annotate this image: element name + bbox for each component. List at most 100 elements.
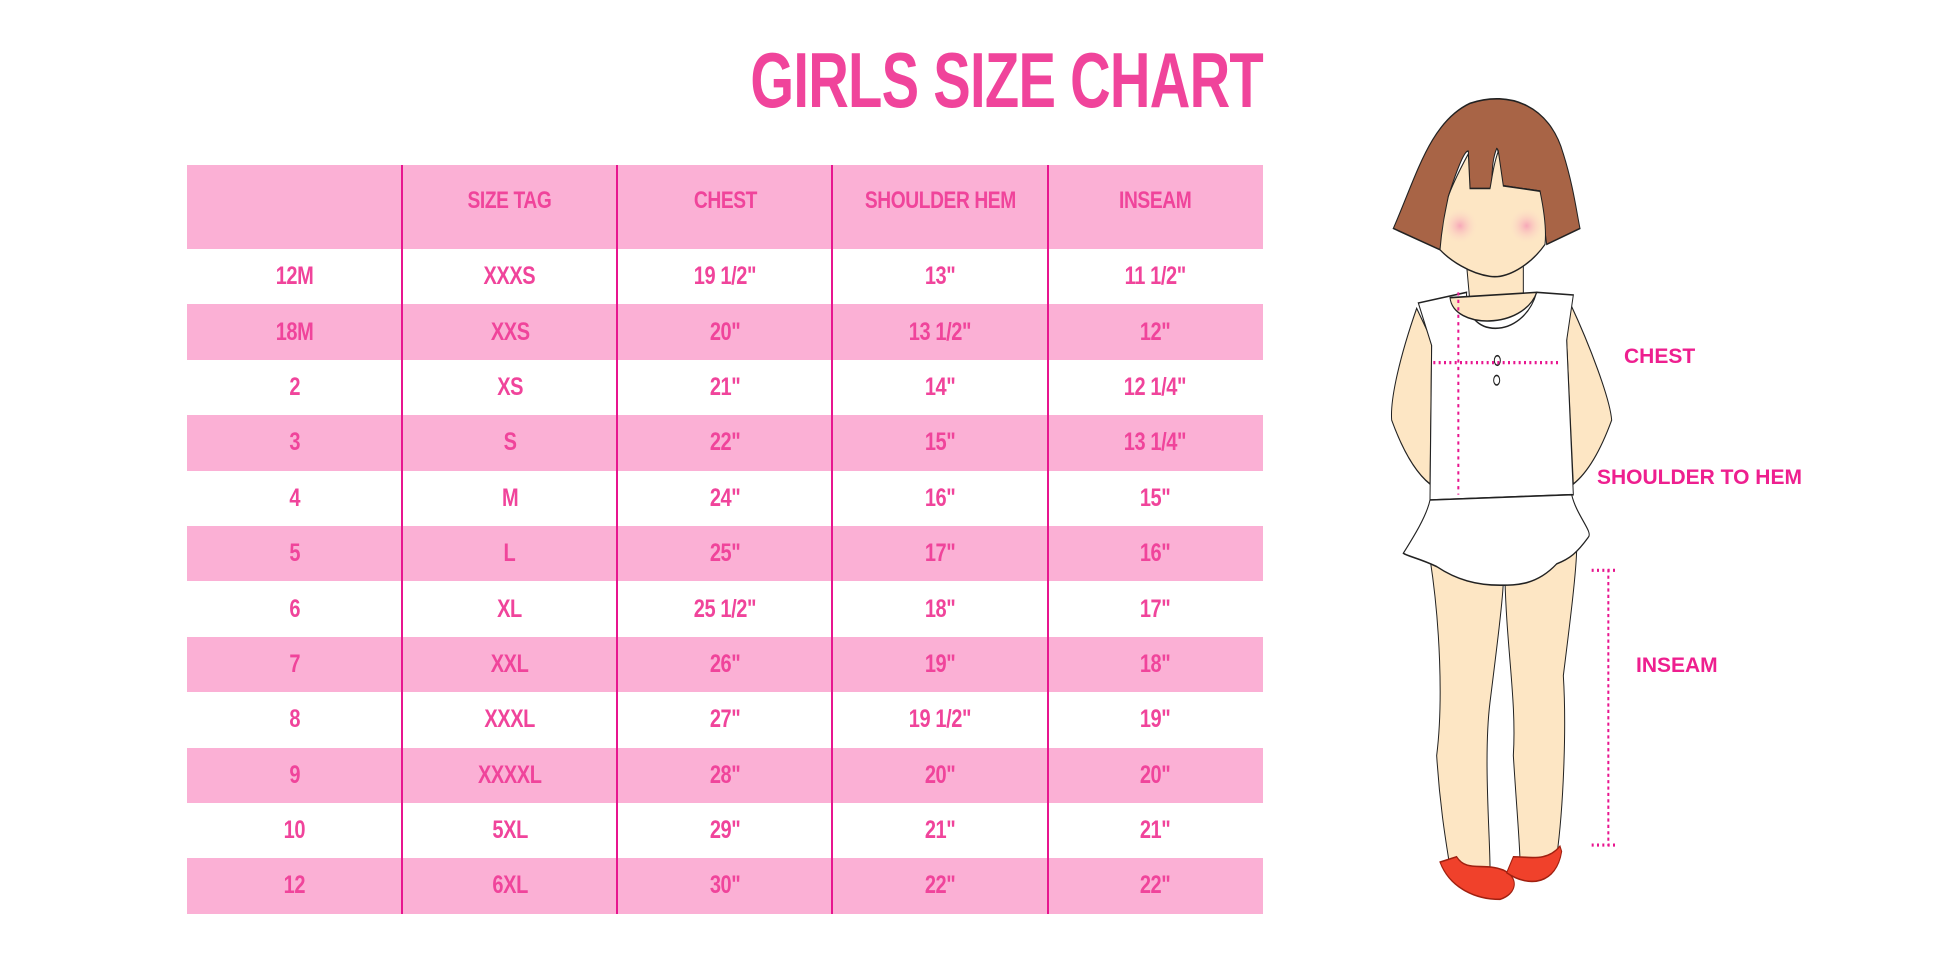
- table-cell: 13 1/4": [1048, 415, 1263, 470]
- table-cell: 12M: [187, 249, 402, 304]
- table-cell: 5XL: [402, 803, 617, 858]
- table-cell: M: [402, 471, 617, 526]
- table-cell: 2: [187, 360, 402, 415]
- cell-value: 22": [1140, 871, 1171, 900]
- table-cell: XXXXL: [402, 748, 617, 803]
- cell-value: 24": [709, 483, 741, 512]
- cell-value: XS: [496, 372, 523, 401]
- header-cell: INSEAM: [1048, 165, 1263, 249]
- cell-value: 19 1/2": [909, 705, 972, 734]
- column-divider: [616, 165, 618, 914]
- cell-value: 12": [1140, 317, 1171, 346]
- table-cell: 22": [833, 858, 1048, 913]
- cell-value: 15": [1140, 483, 1171, 512]
- cell-value: 6: [289, 594, 300, 623]
- header-cell: CHEST: [617, 165, 832, 249]
- cell-value: 22": [709, 428, 741, 457]
- table-cell: XXS: [402, 304, 617, 359]
- cell-value: 2: [289, 372, 300, 401]
- table-header-row: SIZE TAG CHEST SHOULDER HEM INSEAM: [187, 165, 1263, 249]
- cell-value: 16": [1140, 539, 1171, 568]
- table-row: 10 5XL 29" 21" 21": [187, 803, 1263, 858]
- table-cell: 17": [833, 526, 1048, 581]
- cell-value: 18": [1140, 649, 1171, 678]
- table-cell: 25 1/2": [617, 581, 832, 636]
- table-cell: XXXL: [402, 692, 617, 747]
- cell-value: 3: [289, 428, 300, 457]
- cell-value: 19": [924, 649, 956, 678]
- table-cell: 16": [1048, 526, 1263, 581]
- table-cell: 15": [833, 415, 1048, 470]
- table-row: 9 XXXXL 28" 20" 20": [187, 747, 1263, 803]
- table-cell: 29": [617, 803, 832, 858]
- column-divider: [1047, 165, 1049, 914]
- table-cell: 19 1/2": [617, 249, 832, 304]
- cell-value: 5: [289, 539, 300, 568]
- table-cell: 5: [187, 526, 402, 581]
- table-cell: 25": [617, 526, 832, 581]
- table-cell: 21": [833, 803, 1048, 858]
- cell-value: 25 1/2": [693, 594, 757, 623]
- table-cell: 27": [617, 692, 832, 747]
- table-row: 7 XXL 26" 19" 18": [187, 636, 1263, 693]
- table-cell: 12 1/4": [1048, 360, 1263, 415]
- table-cell: 12": [1048, 304, 1263, 359]
- cell-value: 12: [283, 871, 306, 900]
- table-row: 12 6XL 30" 22" 22": [187, 858, 1263, 914]
- table-cell: 20": [833, 748, 1048, 803]
- cell-value: 21": [924, 816, 956, 845]
- cell-value: XXXS: [483, 262, 536, 291]
- cell-value: 11 1/2": [1124, 262, 1187, 291]
- cell-value: 16": [924, 483, 956, 512]
- cell-value: 12 1/4": [1124, 372, 1187, 401]
- cell-value: 5XL: [492, 816, 528, 845]
- table-cell: 17": [1048, 581, 1263, 636]
- cell-value: XXS: [490, 317, 530, 346]
- table-cell: 6: [187, 581, 402, 636]
- table-cell: 18": [1048, 637, 1263, 692]
- table-cell: 16": [833, 471, 1048, 526]
- cell-value: 20": [709, 317, 741, 346]
- cell-value: 20": [924, 760, 956, 789]
- chest-label: CHEST: [1624, 345, 1696, 368]
- cell-value: 18M: [275, 317, 314, 346]
- table-cell: 24": [617, 471, 832, 526]
- table-cell: 22": [617, 415, 832, 470]
- cell-value: 25": [709, 539, 741, 568]
- cell-value: 13 1/2": [909, 317, 972, 346]
- table-row: 2 XS 21" 14" 12 1/4": [187, 360, 1263, 415]
- table-row: 4 M 24" 16" 15": [187, 471, 1263, 526]
- cell-value: 10: [283, 816, 306, 845]
- table-cell: 10: [187, 803, 402, 858]
- header-label: CHEST: [693, 187, 757, 214]
- cell-value: XL: [497, 594, 523, 623]
- table-cell: 26": [617, 637, 832, 692]
- cell-value: 21": [709, 372, 741, 401]
- table-cell: 28": [617, 748, 832, 803]
- cell-value: 19": [1140, 705, 1171, 734]
- cell-value: 20": [1140, 760, 1171, 789]
- cell-value: M: [501, 483, 519, 512]
- table-cell: 11 1/2": [1048, 249, 1263, 304]
- table-cell: 21": [617, 360, 832, 415]
- header-label: SHOULDER HEM: [864, 187, 1016, 214]
- table-cell: 30": [617, 858, 832, 913]
- cell-value: 18": [924, 594, 956, 623]
- table-cell: 3: [187, 415, 402, 470]
- cell-value: 6XL: [492, 871, 528, 900]
- table-cell: S: [402, 415, 617, 470]
- cell-value: 28": [709, 760, 741, 789]
- table-cell: 8: [187, 692, 402, 747]
- header-cell: SIZE TAG: [402, 165, 617, 249]
- table-row: 18M XXS 20" 13 1/2" 12": [187, 304, 1263, 360]
- cell-value: XXL: [490, 649, 529, 678]
- cell-value: 7: [289, 649, 300, 678]
- size-chart-table: SIZE TAG CHEST SHOULDER HEM INSEAM 12M XXXS 19…: [187, 165, 1263, 914]
- header-cell: [187, 165, 402, 249]
- table-cell: L: [402, 526, 617, 581]
- cell-value: 14": [924, 372, 956, 401]
- table-cell: 19": [833, 637, 1048, 692]
- table-row: 3 S 22" 15" 13 1/4": [187, 415, 1263, 471]
- cell-value: 17": [924, 539, 956, 568]
- table-cell: 18M: [187, 304, 402, 359]
